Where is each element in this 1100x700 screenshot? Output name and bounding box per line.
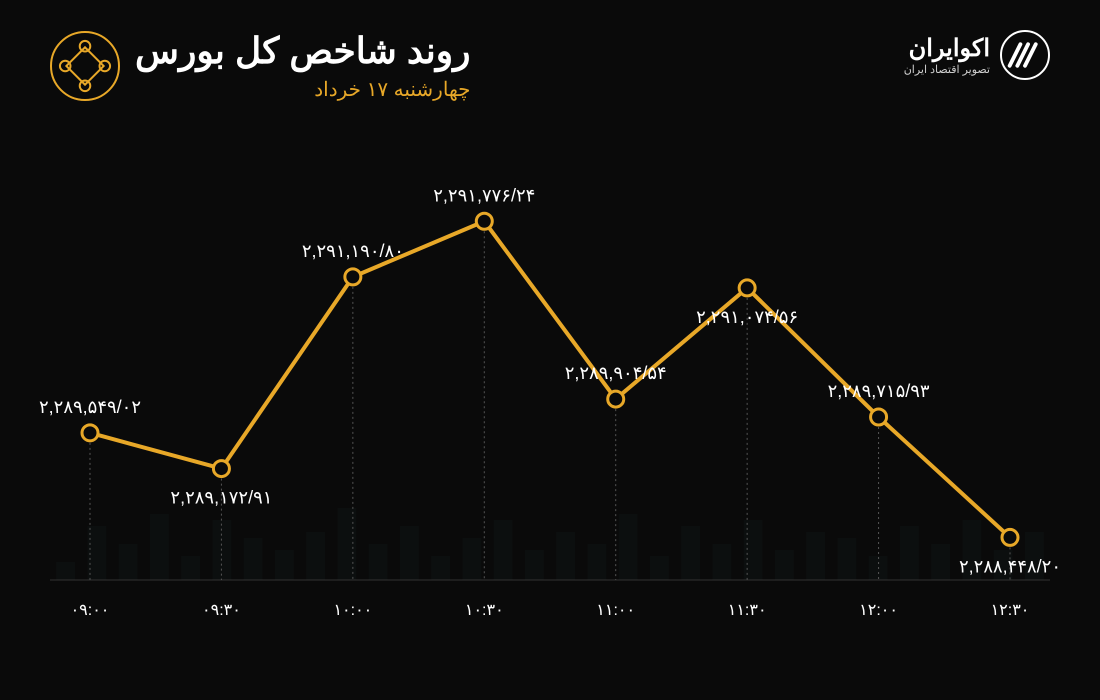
header: اکوایران تصویر اقتصاد ایران روند شاخص کل… bbox=[0, 0, 1100, 112]
svg-text:۰۹:۰۰: ۰۹:۰۰ bbox=[71, 602, 110, 619]
page-title: روند شاخص کل بورس bbox=[135, 30, 471, 72]
title-area: روند شاخص کل بورس چهارشنبه ۱۷ خرداد bbox=[50, 30, 471, 102]
svg-text:۲,۲۹۱,۷۷۶/۲۴: ۲,۲۹۱,۷۷۶/۲۴ bbox=[433, 185, 535, 205]
svg-text:۲,۲۹۱,۰۷۴/۵۶: ۲,۲۹۱,۰۷۴/۵۶ bbox=[696, 307, 798, 327]
svg-text:۲,۲۸۹,۹۰۴/۵۴: ۲,۲۸۹,۹۰۴/۵۴ bbox=[565, 363, 667, 383]
page-subtitle: چهارشنبه ۱۷ خرداد bbox=[135, 77, 471, 102]
svg-text:۰۹:۳۰: ۰۹:۳۰ bbox=[202, 602, 241, 619]
svg-text:۲,۲۸۹,۱۷۲/۹۱: ۲,۲۸۹,۱۷۲/۹۱ bbox=[170, 488, 272, 508]
svg-text:۱۲:۳۰: ۱۲:۳۰ bbox=[991, 602, 1030, 619]
brand-logo-icon bbox=[1000, 30, 1050, 80]
svg-text:۱۱:۰۰: ۱۱:۰۰ bbox=[596, 602, 635, 619]
exchange-seal-icon bbox=[50, 31, 120, 101]
svg-text:۱۱:۳۰: ۱۱:۳۰ bbox=[728, 602, 767, 619]
brand-tagline: تصویر اقتصاد ایران bbox=[904, 63, 990, 76]
svg-text:۲,۲۸۹,۷۱۵/۹۳: ۲,۲۸۹,۷۱۵/۹۳ bbox=[828, 381, 930, 401]
svg-text:۱۰:۰۰: ۱۰:۰۰ bbox=[333, 602, 372, 619]
svg-text:۲,۲۸۸,۴۴۸/۲۰: ۲,۲۸۸,۴۴۸/۲۰ bbox=[959, 556, 1061, 576]
svg-text:۱۰:۳۰: ۱۰:۳۰ bbox=[465, 602, 504, 619]
svg-text:۱۲:۰۰: ۱۲:۰۰ bbox=[859, 602, 898, 619]
brand-name: اکوایران bbox=[904, 34, 990, 63]
svg-text:۲,۲۹۱,۱۹۰/۸۰: ۲,۲۹۱,۱۹۰/۸۰ bbox=[302, 241, 404, 261]
svg-text:۲,۲۸۹,۵۴۹/۰۲: ۲,۲۸۹,۵۴۹/۰۲ bbox=[39, 397, 141, 417]
brand-area: اکوایران تصویر اقتصاد ایران bbox=[904, 30, 1050, 80]
index-trend-chart: ۰۹:۰۰ ۰۹:۳۰ ۱۰:۰۰ ۱۰:۳۰ ۱۱:۰۰ ۱۱:۳۰ ۱۲:۰۰ ۱۲:۳۰… bbox=[50, 160, 1050, 640]
